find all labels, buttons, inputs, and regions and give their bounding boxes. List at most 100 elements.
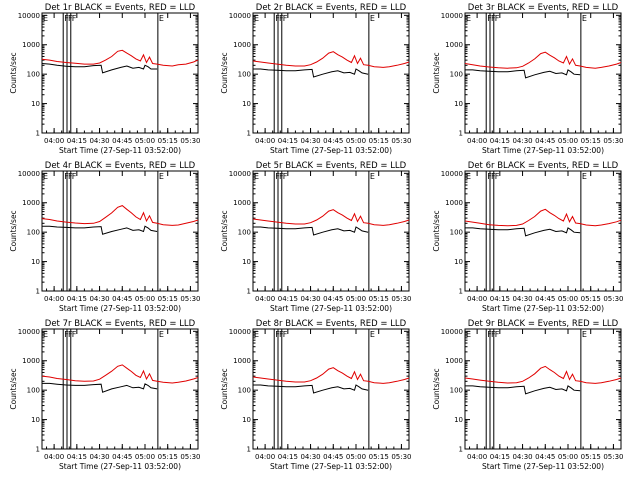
y-tick-label: 10000 [18,12,40,20]
flag-label: F [72,172,77,181]
y-tick-label: 10000 [229,170,251,178]
panel-title: Det 4r BLACK = Events, RED = LLD [45,161,196,171]
x-tick-label: 05:00 [135,453,155,461]
x-tick-label: 05:30 [391,137,411,145]
x-tick-label: 04:45 [112,295,132,303]
flag-label: E [370,172,375,181]
y-tick-label: 100 [238,229,251,237]
panel-det-4: Det 4r BLACK = Events, RED = LLD 1 10 100 10… [9,161,201,313]
flag-label: F [283,14,288,23]
panel-det-6: Det 6r BLACK = Events, RED = LLD 1 10 100 10… [432,161,624,313]
x-tick-label: 04:15 [278,453,298,461]
plot-frame [252,328,410,450]
x-tick-label: 04:30 [89,295,109,303]
y-tick-label: 10 [242,416,251,424]
y-tick-label: 1 [36,288,40,296]
y-tick-label: 1 [247,130,251,138]
lld-series-line [252,51,410,68]
x-tick-label: 04:00 [467,295,487,303]
y-tick-label: 10 [454,416,463,424]
events-series-line [41,63,158,74]
x-tick-label: 04:45 [112,453,132,461]
x-tick-label: 05:15 [158,295,178,303]
plot-frame [252,12,410,134]
flag-label: E [43,330,48,339]
flag-label: E [254,330,259,339]
x-tick-label: 04:15 [490,453,510,461]
y-tick-label: 1000 [22,357,40,365]
plot-frame [252,170,410,292]
x-tick-label: 04:30 [300,453,320,461]
x-axis-title: Start Time (27-Sep-11 03:52:00) [59,462,181,471]
y-tick-label: 10 [242,258,251,266]
x-tick-label: 05:15 [581,453,601,461]
y-axis-title: Counts/sec [432,210,441,251]
x-tick-label: 04:45 [535,295,555,303]
x-tick-label: 04:00 [467,137,487,145]
y-tick-label: 100 [27,71,40,79]
lld-series-line [41,205,199,226]
x-tick-label: 04:45 [323,137,343,145]
y-tick-label: 100 [450,71,463,79]
x-axis-title: Start Time (27-Sep-11 03:52:00) [270,146,392,155]
x-tick-label: 04:15 [490,295,510,303]
x-tick-label: 05:15 [369,453,389,461]
x-tick-label: 05:30 [603,453,623,461]
x-tick-label: 04:15 [278,295,298,303]
flag-label: E [43,172,48,181]
flag-label: E [582,14,587,23]
y-axis-title: Counts/sec [432,368,441,409]
y-axis-title: Counts/sec [9,52,18,93]
flag-label: F [495,330,500,339]
y-tick-label: 10 [242,100,251,108]
y-tick-label: 1000 [445,357,463,365]
x-tick-label: 04:45 [323,295,343,303]
x-tick-label: 05:00 [346,295,366,303]
flag-label: E [466,172,471,181]
x-tick-label: 05:30 [603,295,623,303]
x-tick-label: 04:45 [323,453,343,461]
x-tick-label: 04:15 [67,453,87,461]
x-tick-label: 05:15 [158,137,178,145]
panel-det-2: Det 2r BLACK = Events, RED = LLD 1 10 100 10… [220,3,412,155]
y-tick-label: 10 [454,258,463,266]
x-tick-label: 04:00 [44,137,64,145]
panel-det-5: Det 5r BLACK = Events, RED = LLD 1 10 100 10… [220,161,412,313]
flag-label: F [495,172,500,181]
y-tick-label: 100 [27,387,40,395]
y-tick-label: 1000 [445,199,463,207]
events-series-line [42,225,158,235]
y-tick-label: 10000 [229,328,251,336]
y-tick-label: 10 [31,258,40,266]
x-tick-label: 04:30 [512,295,532,303]
y-tick-label: 1 [459,130,463,138]
y-tick-label: 1000 [233,357,251,365]
x-tick-label: 05:00 [346,453,366,461]
y-tick-label: 10 [454,100,463,108]
x-tick-label: 05:00 [558,137,578,145]
x-axis-title: Start Time (27-Sep-11 03:52:00) [270,304,392,313]
lld-series-line [41,364,199,384]
plot-frame [41,12,199,134]
y-tick-label: 10 [31,416,40,424]
x-tick-label: 05:00 [135,295,155,303]
y-tick-label: 1 [247,446,251,454]
y-tick-label: 10000 [229,12,251,20]
lld-series-line [252,209,410,226]
y-tick-label: 10000 [441,170,463,178]
x-tick-label: 05:15 [369,295,389,303]
panel-det-3: Det 3r BLACK = Events, RED = LLD 1 10 100 10… [432,3,624,155]
panel-title: Det 3r BLACK = Events, RED = LLD [468,3,619,13]
x-tick-label: 05:30 [603,137,623,145]
events-series-line [465,227,581,237]
y-tick-label: 1000 [445,41,463,49]
y-tick-label: 100 [27,229,40,237]
x-tick-label: 04:30 [512,453,532,461]
x-tick-label: 04:00 [255,137,275,145]
y-axis-title: Counts/sec [9,368,18,409]
x-tick-label: 04:30 [300,137,320,145]
flag-label: E [466,330,471,339]
x-axis-title: Start Time (27-Sep-11 03:52:00) [482,462,604,471]
x-tick-label: 05:15 [581,295,601,303]
panel-title: Det 1r BLACK = Events, RED = LLD [45,3,196,13]
